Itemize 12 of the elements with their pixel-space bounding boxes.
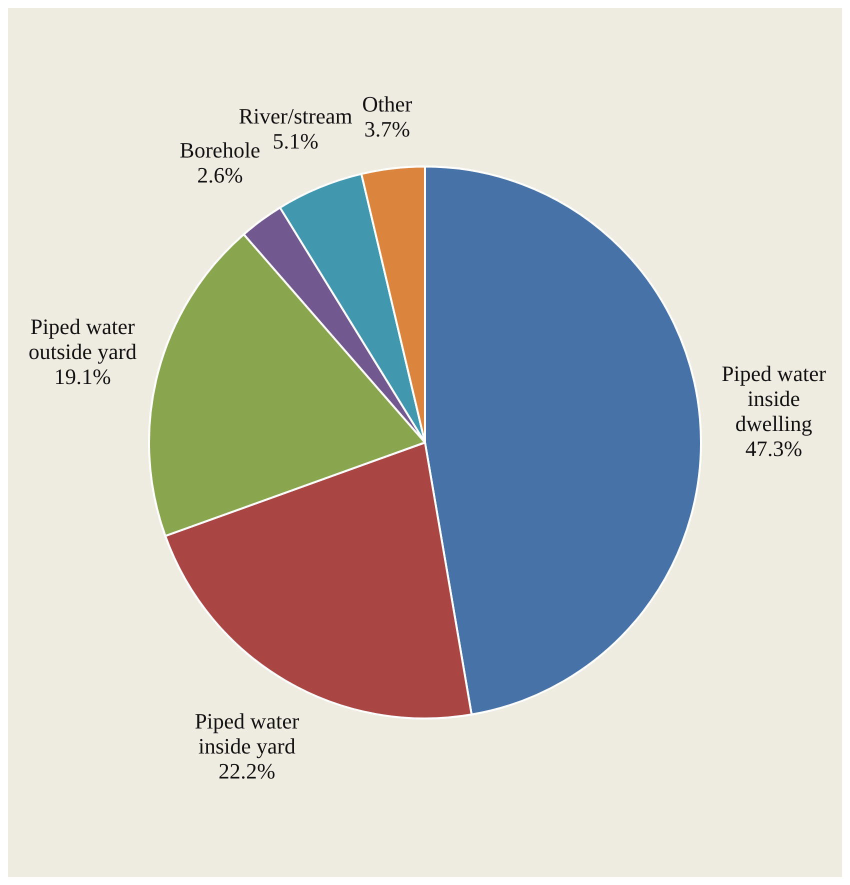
slice-label: Piped water inside dwelling xyxy=(722,361,827,436)
data-label: 47.3% xyxy=(745,436,802,462)
data-label: 3.7% xyxy=(364,116,410,142)
data-label: 2.6% xyxy=(197,162,243,188)
slice-label: Piped water inside yard xyxy=(194,708,300,759)
slice-label: Borehole xyxy=(180,137,260,162)
slice-label: River/stream xyxy=(238,103,352,128)
slice-label: Piped water outside yard xyxy=(28,314,137,364)
slice-label: Other xyxy=(362,91,413,116)
data-label: 5.1% xyxy=(272,128,318,154)
data-label: 22.2% xyxy=(218,758,276,784)
data-label: 19.1% xyxy=(54,364,111,390)
